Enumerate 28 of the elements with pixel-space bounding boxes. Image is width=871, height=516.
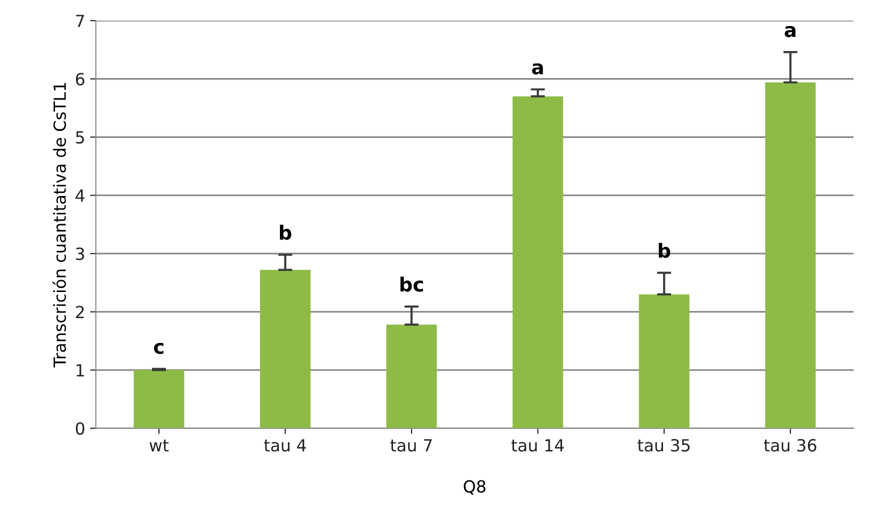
x-tick-label: tau 7 [390, 439, 432, 452]
y-tick-label: 1 [76, 364, 84, 376]
bar [386, 324, 437, 428]
annotation: a [532, 63, 543, 74]
y-axis-title: Transcrición cuantitativa de CsTL1 [52, 82, 66, 368]
x-tick-label: tau 36 [764, 438, 816, 452]
bar [512, 96, 564, 428]
annotation: b [658, 242, 670, 258]
y-tick-label: 2 [76, 306, 84, 318]
bar [765, 82, 816, 428]
x-tick-label: tau 4 [264, 439, 306, 452]
x-tick-label: tau 14 [511, 439, 564, 452]
y-tick-label: 0 [76, 422, 84, 435]
bar [134, 370, 184, 428]
annotation: c [154, 342, 164, 354]
annotation: bc [400, 276, 423, 292]
bar [260, 270, 311, 428]
x-axis-title: Q8 [464, 480, 486, 495]
annotation: a [784, 26, 796, 38]
bar [638, 294, 690, 428]
y-tick-label: 4 [76, 190, 84, 202]
y-tick-label: 5 [76, 131, 84, 144]
annotation: b [280, 224, 292, 240]
y-tick-label: 7 [76, 14, 84, 27]
y-tick-label: 3 [76, 248, 84, 260]
y-tick-label: 6 [76, 72, 84, 86]
x-tick-label: tau 35 [638, 438, 690, 452]
x-tick-label: wt [150, 440, 169, 452]
